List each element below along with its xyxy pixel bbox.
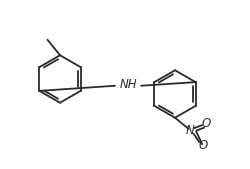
Text: NH: NH <box>119 78 137 91</box>
Text: N: N <box>186 125 194 138</box>
Text: O: O <box>198 139 208 152</box>
Text: O: O <box>201 117 210 130</box>
